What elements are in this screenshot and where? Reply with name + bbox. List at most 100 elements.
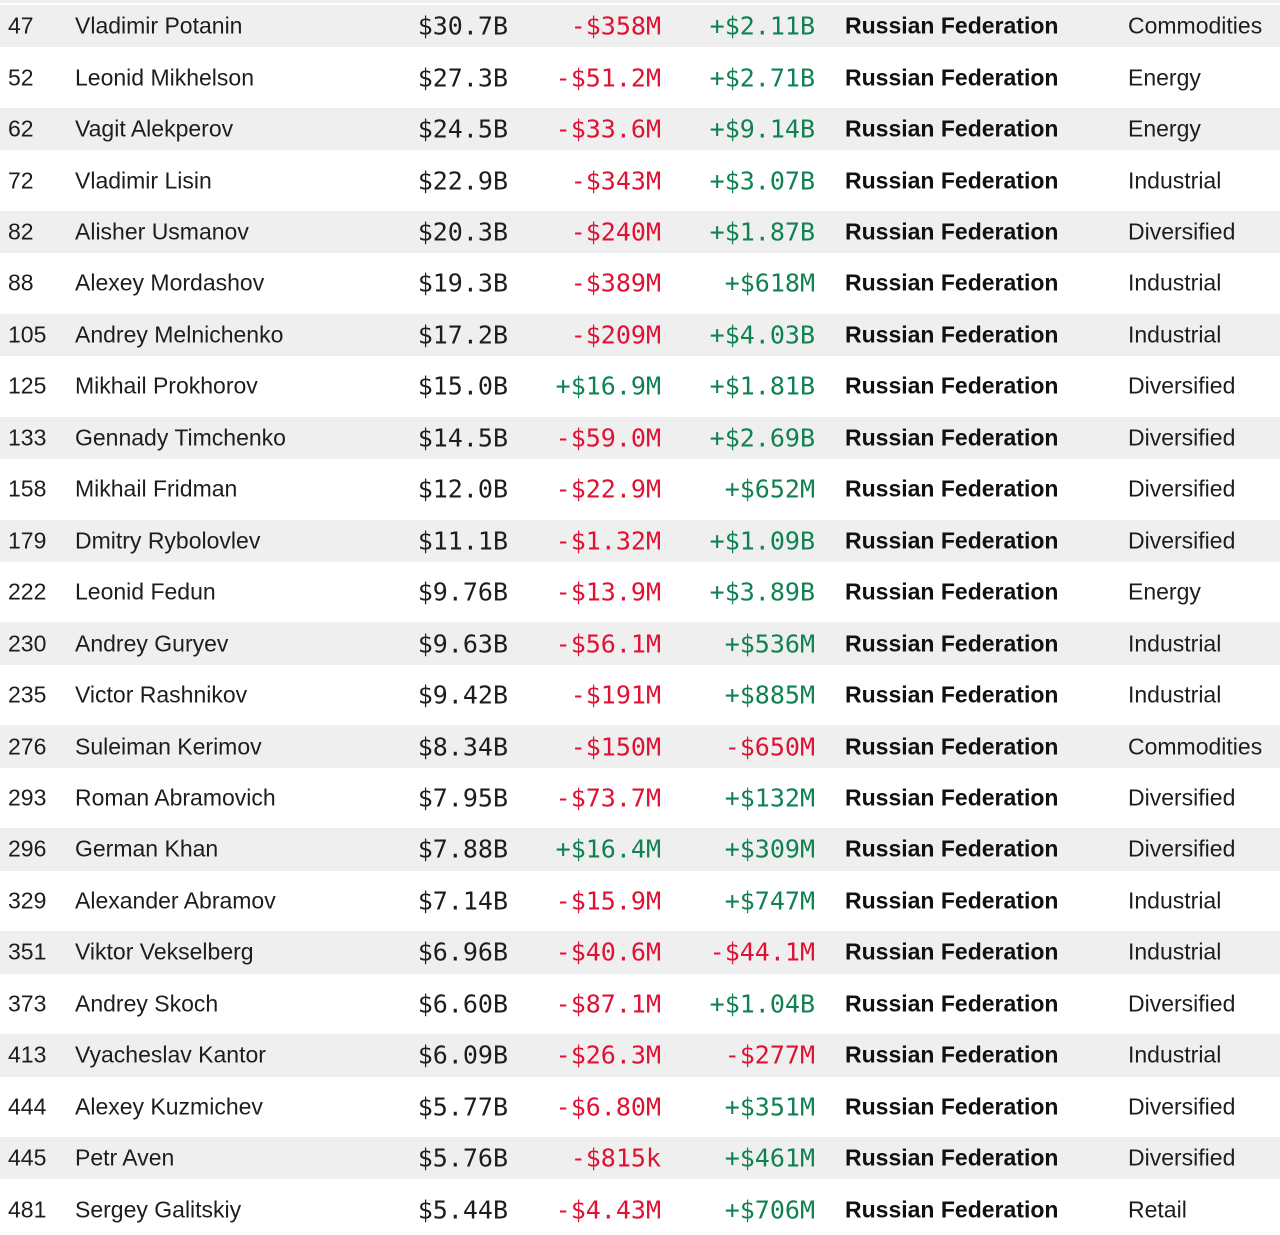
name-cell[interactable]: Victor Rashnikov	[75, 681, 248, 708]
table-row[interactable]: 329 Alexander Abramov $7.14B -$15.9M +$7…	[0, 874, 1280, 927]
daily-change-cell: -$73.7M	[555, 783, 661, 813]
rank-cell: 293	[8, 784, 47, 811]
table-row[interactable]: 88 Alexey Mordashov $19.3B -$389M +$618M…	[0, 257, 1280, 309]
industry-cell: Diversified	[1128, 784, 1236, 811]
net-worth-cell: $9.76B	[417, 577, 508, 607]
rank-cell: 82	[8, 218, 34, 245]
rank-cell: 72	[8, 167, 34, 194]
table-row[interactable]: 47 Vladimir Potanin $30.7B -$358M +$2.11…	[0, 0, 1280, 52]
table-row[interactable]: 125 Mikhail Prokhorov $15.0B +$16.9M +$1…	[0, 360, 1280, 412]
name-cell[interactable]: Vladimir Lisin	[75, 167, 212, 194]
name-cell[interactable]: Dmitry Rybolovlev	[75, 527, 261, 554]
daily-change-cell: -$15.9M	[555, 886, 661, 916]
country-cell: Russian Federation	[845, 269, 1059, 296]
daily-change-cell: -$150M	[570, 732, 661, 762]
table-row[interactable]: 445 Petr Aven $5.76B -$815k +$461M Russi…	[0, 1131, 1280, 1184]
daily-change-cell: -$22.9M	[555, 474, 661, 504]
name-cell[interactable]: Vagit Alekperov	[75, 115, 234, 142]
name-cell[interactable]: Mikhail Prokhorov	[75, 372, 258, 399]
ytd-change-cell: +$461M	[724, 1143, 815, 1173]
industry-cell: Diversified	[1128, 1144, 1236, 1171]
name-cell[interactable]: Viktor Vekselberg	[75, 938, 254, 965]
table-row[interactable]: 105 Andrey Melnichenko $17.2B -$209M +$4…	[0, 308, 1280, 361]
table-row[interactable]: 276 Suleiman Kerimov $8.34B -$150M -$650…	[0, 720, 1280, 772]
name-cell[interactable]: Alexey Kuzmichev	[75, 1093, 263, 1120]
table-row[interactable]: 179 Dmitry Rybolovlev $11.1B -$1.32M +$1…	[0, 514, 1280, 566]
table-row[interactable]: 373 Andrey Skoch $6.60B -$87.1M +$1.04B …	[0, 977, 1280, 1030]
country-cell: Russian Federation	[845, 1144, 1059, 1171]
table-row[interactable]: 293 Roman Abramovich $7.95B -$73.7M +$13…	[0, 771, 1280, 824]
industry-cell: Diversified	[1128, 475, 1236, 502]
industry-cell: Diversified	[1128, 218, 1236, 245]
table-row[interactable]: 235 Victor Rashnikov $9.42B -$191M +$885…	[0, 668, 1280, 721]
rank-cell: 125	[8, 372, 47, 399]
table-row[interactable]: 413 Vyacheslav Kantor $6.09B -$26.3M -$2…	[0, 1029, 1280, 1081]
daily-change-cell: -$389M	[570, 268, 661, 298]
country-cell: Russian Federation	[845, 733, 1059, 760]
table-row[interactable]: 444 Alexey Kuzmichev $5.77B -$6.80M +$35…	[0, 1080, 1280, 1132]
table-row[interactable]: 158 Mikhail Fridman $12.0B -$22.9M +$652…	[0, 463, 1280, 515]
name-cell[interactable]: Vyacheslav Kantor	[75, 1041, 266, 1068]
net-worth-cell: $30.7B	[417, 11, 508, 41]
rank-cell: 47	[8, 12, 34, 39]
table-row[interactable]: 351 Viktor Vekselberg $6.96B -$40.6M -$4…	[0, 926, 1280, 978]
table-row[interactable]: 52 Leonid Mikhelson $27.3B -$51.2M +$2.7…	[0, 51, 1280, 103]
table-row[interactable]: 72 Vladimir Lisin $22.9B -$343M +$3.07B …	[0, 154, 1280, 206]
industry-cell: Industrial	[1128, 938, 1222, 965]
name-cell[interactable]: Mikhail Fridman	[75, 475, 238, 502]
net-worth-cell: $6.96B	[417, 937, 508, 967]
name-cell[interactable]: Roman Abramovich	[75, 784, 276, 811]
table-row[interactable]: 230 Andrey Guryev $9.63B -$56.1M +$536M …	[0, 617, 1280, 669]
name-cell[interactable]: German Khan	[75, 835, 219, 862]
daily-change-cell: -$26.3M	[555, 1040, 661, 1070]
daily-change-cell: +$16.4M	[555, 834, 661, 864]
ytd-change-cell: +$2.71B	[709, 63, 815, 93]
daily-change-cell: -$40.6M	[555, 937, 661, 967]
name-cell[interactable]: Andrey Skoch	[75, 990, 219, 1017]
table-row[interactable]: 222 Leonid Fedun $9.76B -$13.9M +$3.89B …	[0, 565, 1280, 618]
name-cell[interactable]: Vladimir Potanin	[75, 12, 243, 39]
name-cell[interactable]: Andrey Guryev	[75, 630, 229, 657]
net-worth-cell: $15.0B	[417, 371, 508, 401]
daily-change-cell: -$87.1M	[555, 989, 661, 1019]
net-worth-cell: $9.42B	[417, 680, 508, 710]
country-cell: Russian Federation	[845, 218, 1059, 245]
name-cell[interactable]: Alexander Abramov	[75, 887, 276, 914]
name-cell[interactable]: Andrey Melnichenko	[75, 321, 284, 348]
name-cell[interactable]: Petr Aven	[75, 1144, 175, 1171]
rank-cell: 444	[8, 1093, 47, 1120]
table-row[interactable]: 62 Vagit Alekperov $24.5B -$33.6M +$9.14…	[0, 102, 1280, 155]
daily-change-cell: -$33.6M	[555, 114, 661, 144]
net-worth-cell: $6.60B	[417, 989, 508, 1019]
net-worth-cell: $24.5B	[417, 114, 508, 144]
industry-cell: Diversified	[1128, 372, 1236, 399]
industry-cell: Energy	[1128, 64, 1201, 91]
net-worth-cell: $5.44B	[417, 1195, 508, 1225]
ytd-change-cell: -$650M	[724, 732, 815, 762]
net-worth-cell: $11.1B	[417, 526, 508, 556]
country-cell: Russian Federation	[845, 1093, 1059, 1120]
table-row[interactable]: 82 Alisher Usmanov $20.3B -$240M +$1.87B…	[0, 205, 1280, 258]
name-cell[interactable]: Leonid Fedun	[75, 578, 216, 605]
net-worth-cell: $7.14B	[417, 886, 508, 916]
daily-change-cell: -$4.43M	[555, 1195, 661, 1225]
table-row[interactable]: 481 Sergey Galitskiy $5.44B -$4.43M +$70…	[0, 1183, 1280, 1235]
ytd-change-cell: +$1.04B	[709, 989, 815, 1019]
daily-change-cell: -$209M	[570, 320, 661, 350]
name-cell[interactable]: Leonid Mikhelson	[75, 64, 255, 91]
daily-change-cell: -$1.32M	[555, 526, 661, 556]
rank-cell: 413	[8, 1041, 47, 1068]
name-cell[interactable]: Alexey Mordashov	[75, 269, 265, 296]
name-cell[interactable]: Sergey Galitskiy	[75, 1196, 242, 1223]
rank-cell: 133	[8, 424, 47, 451]
table-row[interactable]: 296 German Khan $7.88B +$16.4M +$309M Ru…	[0, 823, 1280, 875]
table-row[interactable]: 133 Gennady Timchenko $14.5B -$59.0M +$2…	[0, 411, 1280, 464]
net-worth-cell: $7.88B	[417, 834, 508, 864]
name-cell[interactable]: Alisher Usmanov	[75, 218, 249, 245]
ytd-change-cell: +$132M	[724, 783, 815, 813]
industry-cell: Commodities	[1128, 12, 1263, 39]
daily-change-cell: -$358M	[570, 11, 661, 41]
name-cell[interactable]: Gennady Timchenko	[75, 424, 286, 451]
name-cell[interactable]: Suleiman Kerimov	[75, 733, 262, 760]
